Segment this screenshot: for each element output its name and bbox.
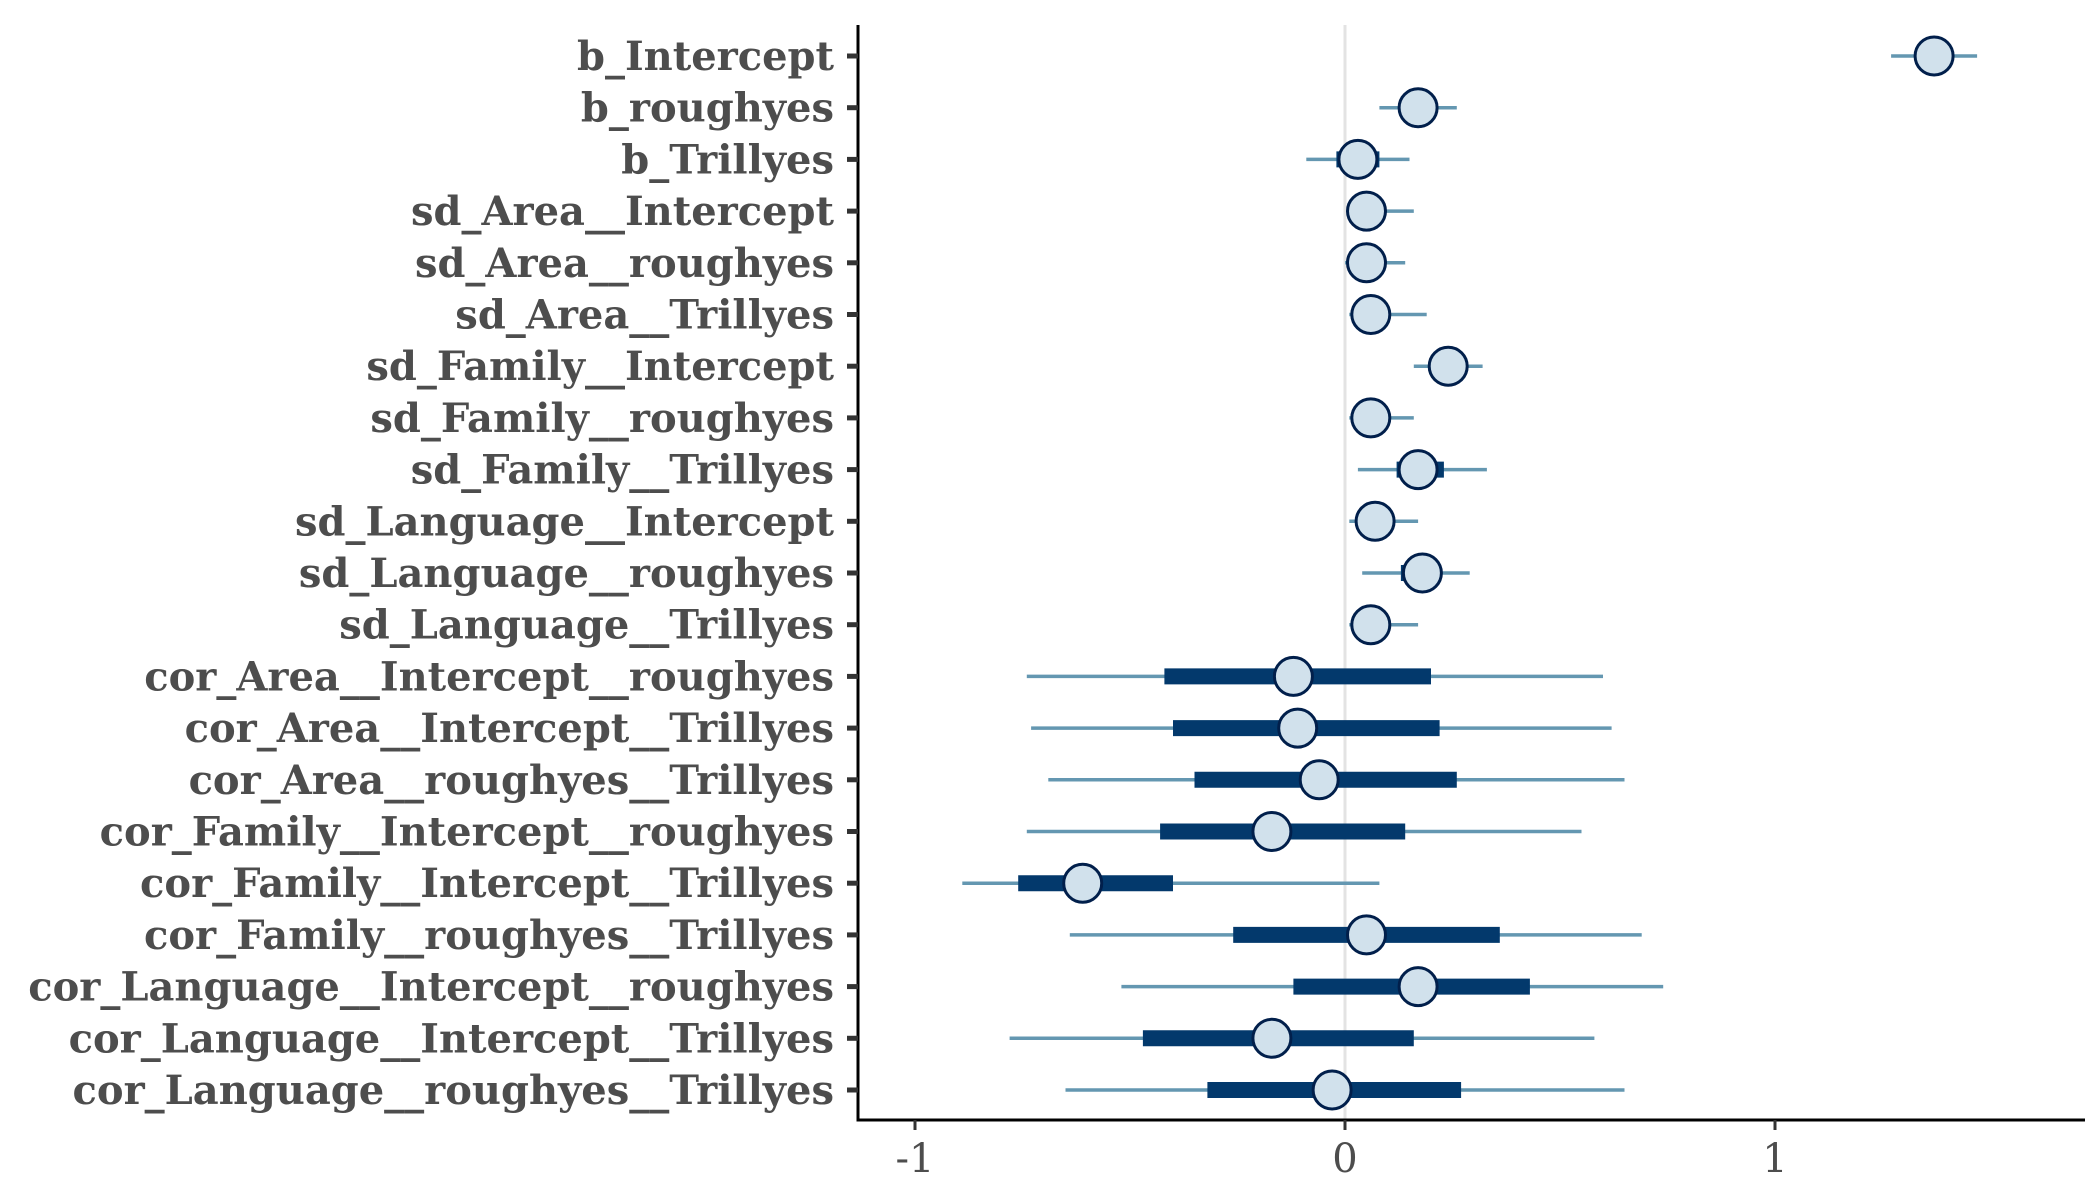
point-estimate xyxy=(1337,138,1379,180)
parameter-interval xyxy=(1121,966,1664,1008)
parameter-label: sd_Family__Trillyes xyxy=(411,447,834,494)
parameter-label: sd_Area__Intercept xyxy=(411,188,835,235)
parameter-label: cor_Family__Intercept__Trillyes xyxy=(140,860,834,907)
parameter-interval xyxy=(1345,242,1406,284)
point-estimate xyxy=(1251,1017,1293,1059)
point-estimate xyxy=(1401,552,1443,594)
point-estimate xyxy=(1298,759,1340,801)
parameter-label: cor_Language__Intercept__roughyes xyxy=(28,964,834,1011)
parameter-interval xyxy=(1379,87,1457,129)
parameter-label: b_Intercept xyxy=(577,33,835,80)
parameter-label: cor_Area__Intercept__Trillyes xyxy=(185,705,834,752)
parameter-interval xyxy=(1048,759,1625,801)
parameter-interval xyxy=(1065,1069,1625,1111)
parameter-interval xyxy=(1362,552,1470,594)
point-estimate xyxy=(1277,707,1319,749)
parameter-label: sd_Language__roughyes xyxy=(299,550,834,597)
point-estimate xyxy=(1354,500,1396,542)
x-tick-label: 1 xyxy=(1762,1136,1787,1182)
parameter-label: sd_Family__Intercept xyxy=(366,343,834,390)
point-estimate xyxy=(1350,294,1392,335)
parameter-label: sd_Area__Trillyes xyxy=(455,292,834,339)
parameter-interval xyxy=(1346,190,1414,232)
parameter-interval xyxy=(962,862,1380,904)
parameter-interval xyxy=(1026,811,1582,852)
point-estimate xyxy=(1346,190,1387,232)
parameter-label: sd_Family__roughyes xyxy=(370,395,834,442)
point-estimate xyxy=(1427,345,1469,387)
parameter-label: cor_Family__Intercept__roughyes xyxy=(100,809,834,856)
parameter-label: sd_Language__Intercept xyxy=(295,498,835,545)
x-tick-label: 0 xyxy=(1332,1136,1357,1182)
parameter-label: sd_Area__roughyes xyxy=(415,240,834,287)
point-estimate xyxy=(1397,449,1439,491)
point-estimate xyxy=(1397,966,1439,1008)
parameter-interval xyxy=(1349,500,1419,542)
parameter-label: b_Trillyes xyxy=(621,136,834,183)
parameter-interval xyxy=(1009,1017,1595,1059)
parameter-interval xyxy=(1349,397,1414,439)
point-estimate xyxy=(1062,862,1104,904)
parameter-interval xyxy=(1413,345,1483,387)
point-estimate xyxy=(1913,35,1955,77)
parameter-interval xyxy=(1069,914,1642,956)
parameter-interval xyxy=(1026,655,1603,697)
parameter-label: sd_Language__Trillyes xyxy=(339,602,834,649)
x-tick-label: -1 xyxy=(896,1136,935,1182)
parameter-label: b_roughyes xyxy=(581,85,834,132)
parameter-label: cor_Family__roughyes__Trillyes xyxy=(144,912,834,959)
parameter-interval xyxy=(1306,138,1410,180)
point-estimate xyxy=(1272,655,1314,697)
parameter-label: cor_Language__Intercept__Trillyes xyxy=(69,1015,834,1062)
point-estimate xyxy=(1350,604,1392,646)
parameter-interval xyxy=(1031,707,1612,749)
parameter-label: cor_Area__Intercept__roughyes xyxy=(144,653,834,700)
x-axis: -1 0 1 xyxy=(856,1118,2085,1182)
point-estimate xyxy=(1251,811,1293,852)
parameter-interval xyxy=(1349,604,1419,646)
point-estimate xyxy=(1311,1069,1353,1111)
parameter-label: cor_Area__roughyes__Trillyes xyxy=(189,757,834,804)
point-estimate xyxy=(1350,397,1392,439)
parameter-label: cor_Language__roughyes__Trillyes xyxy=(73,1067,834,1114)
parameter-interval xyxy=(1891,35,1978,77)
point-estimate xyxy=(1346,242,1387,284)
point-estimate xyxy=(1397,87,1439,129)
interval-marks xyxy=(962,35,1978,1111)
parameter-interval xyxy=(1349,294,1427,335)
point-estimate xyxy=(1346,914,1387,956)
parameter-interval xyxy=(1357,449,1487,491)
